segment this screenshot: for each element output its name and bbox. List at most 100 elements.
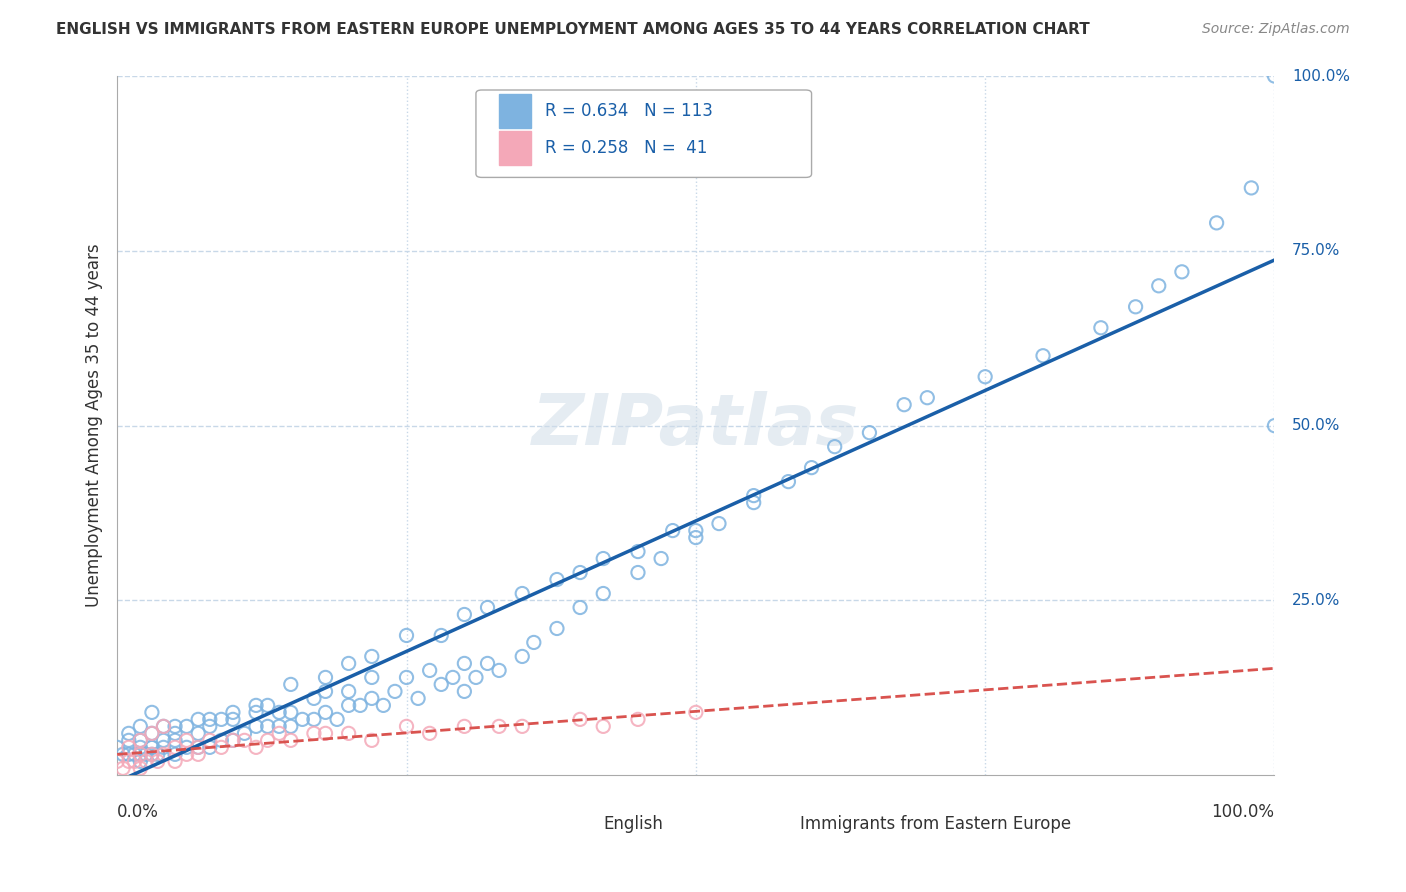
Point <box>488 719 510 733</box>
Text: English: English <box>603 815 664 833</box>
Point <box>256 733 278 747</box>
Point <box>510 719 533 733</box>
Point <box>176 740 198 755</box>
Point <box>302 726 325 740</box>
Point <box>187 740 209 755</box>
Point <box>187 740 209 755</box>
Point <box>453 607 475 622</box>
Point <box>742 489 765 503</box>
Point <box>510 649 533 664</box>
Text: 25.0%: 25.0% <box>1292 593 1340 608</box>
Point <box>337 684 360 698</box>
Point <box>129 740 152 755</box>
Point <box>627 712 650 726</box>
Text: 0.0%: 0.0% <box>117 804 159 822</box>
Point <box>146 755 169 769</box>
Point <box>315 684 337 698</box>
Point <box>141 740 163 755</box>
Text: R = 0.634   N = 113: R = 0.634 N = 113 <box>546 102 713 120</box>
Point <box>118 726 141 740</box>
Point <box>395 719 418 733</box>
Point <box>141 726 163 740</box>
Point <box>165 740 187 755</box>
Point <box>453 657 475 671</box>
Bar <box>562 809 595 839</box>
Y-axis label: Unemployment Among Ages 35 to 44 years: Unemployment Among Ages 35 to 44 years <box>86 244 103 607</box>
Point <box>778 475 800 489</box>
Point <box>592 551 614 566</box>
Point <box>569 712 592 726</box>
Bar <box>499 131 531 165</box>
Point <box>974 369 997 384</box>
Point <box>118 740 141 755</box>
Point <box>569 566 592 580</box>
Point <box>209 712 232 726</box>
Point <box>280 706 302 720</box>
Point <box>129 733 152 747</box>
Point <box>1090 320 1112 334</box>
Point <box>209 733 232 747</box>
Point <box>488 664 510 678</box>
Point <box>291 712 314 726</box>
Point <box>280 719 302 733</box>
Point <box>129 747 152 762</box>
Point <box>465 670 488 684</box>
Point <box>453 719 475 733</box>
Point <box>176 719 198 733</box>
Point <box>146 747 169 762</box>
Point <box>124 755 146 769</box>
Text: Immigrants from Eastern Europe: Immigrants from Eastern Europe <box>800 815 1071 833</box>
Point <box>165 747 187 762</box>
Text: ENGLISH VS IMMIGRANTS FROM EASTERN EUROPE UNEMPLOYMENT AMONG AGES 35 TO 44 YEARS: ENGLISH VS IMMIGRANTS FROM EASTERN EUROP… <box>56 22 1090 37</box>
Point <box>893 398 915 412</box>
Point <box>1263 418 1285 433</box>
Point <box>1171 265 1194 279</box>
Point <box>118 733 141 747</box>
Point <box>1240 181 1263 195</box>
Point <box>315 706 337 720</box>
Point <box>129 755 152 769</box>
Point <box>302 712 325 726</box>
Point <box>141 747 163 762</box>
Point <box>337 698 360 713</box>
Point <box>124 747 146 762</box>
Point <box>135 755 157 769</box>
Point <box>569 600 592 615</box>
Point <box>256 698 278 713</box>
Point <box>685 706 707 720</box>
Point <box>269 706 291 720</box>
Point <box>1205 216 1227 230</box>
Point <box>419 664 441 678</box>
Point <box>152 719 174 733</box>
Point <box>152 733 174 747</box>
Point <box>256 719 278 733</box>
Point <box>245 719 267 733</box>
Point <box>430 677 453 691</box>
Point <box>360 670 382 684</box>
Point <box>269 719 291 733</box>
Point <box>141 726 163 740</box>
Point <box>222 733 245 747</box>
Bar <box>499 95 531 128</box>
Point <box>592 719 614 733</box>
Point <box>661 524 683 538</box>
Point <box>315 670 337 684</box>
Text: 100.0%: 100.0% <box>1212 804 1274 822</box>
Point <box>129 719 152 733</box>
Point <box>152 740 174 755</box>
Point <box>360 733 382 747</box>
Point <box>187 726 209 740</box>
Point <box>233 733 256 747</box>
Point <box>406 691 429 706</box>
Point <box>650 551 672 566</box>
Point <box>129 747 152 762</box>
FancyBboxPatch shape <box>477 90 811 178</box>
Point <box>245 740 267 755</box>
Point <box>384 684 406 698</box>
Point <box>360 649 382 664</box>
Point <box>222 706 245 720</box>
Point <box>1032 349 1054 363</box>
Point <box>824 440 846 454</box>
Point <box>129 733 152 747</box>
Point <box>627 544 650 558</box>
